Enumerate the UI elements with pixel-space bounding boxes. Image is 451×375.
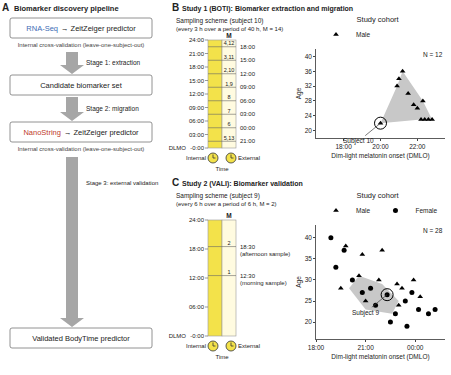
svg-text:2,10: 2,10 (224, 67, 235, 73)
svg-text:Time: Time (215, 354, 229, 360)
svg-text:1: 1 (227, 269, 230, 275)
svg-text:Time: Time (215, 166, 229, 172)
svg-text:Internal: Internal (186, 155, 206, 161)
svg-text:03:00: 03:00 (240, 111, 256, 117)
svg-text:Age: Age (295, 87, 303, 99)
svg-text:20: 20 (305, 127, 313, 134)
svg-text:40: 40 (305, 53, 313, 60)
svg-text:36: 36 (305, 68, 313, 75)
svg-text:6: 6 (227, 121, 230, 127)
svg-text:Biomarker discovery pipeline: Biomarker discovery pipeline (14, 4, 119, 13)
svg-text:C: C (172, 177, 179, 188)
svg-text:B: B (172, 2, 179, 13)
svg-text:-0:00: -0:00 (190, 145, 204, 151)
svg-text:06:00: 06:00 (189, 304, 205, 310)
svg-text:20:00: 20:00 (372, 143, 389, 150)
svg-text:Sampling scheme (subject 9): Sampling scheme (subject 9) (176, 192, 260, 200)
svg-text:External: External (238, 155, 260, 161)
svg-text:-0:00: -0:00 (190, 333, 204, 339)
svg-text:(afternoon sample): (afternoon sample) (240, 251, 290, 257)
svg-text:(every 6 h over a period of 6: (every 6 h over a period of 6 h, M = 2) (176, 201, 277, 207)
svg-text:00:00: 00:00 (240, 125, 256, 131)
svg-text:12:00: 12:00 (240, 71, 256, 77)
svg-text:NanoString→ ZeitZeiger predict: NanoString→ ZeitZeiger predictor (23, 128, 139, 137)
svg-text:18:00: 18:00 (335, 143, 352, 150)
svg-text:03:00: 03:00 (189, 132, 205, 138)
svg-text:18:00: 18:00 (189, 64, 205, 70)
svg-text:12:00: 12:00 (189, 91, 205, 97)
svg-text:18:00: 18:00 (240, 44, 256, 50)
svg-text:Study 2 (VALI): Biomarker vali: Study 2 (VALI): Biomarker validation (182, 180, 303, 188)
svg-text:06:00: 06:00 (189, 118, 205, 124)
svg-text:24:00: 24:00 (189, 37, 205, 43)
svg-text:1,9: 1,9 (225, 81, 233, 87)
svg-text:24:00: 24:00 (189, 217, 205, 223)
svg-text:(morning sample): (morning sample) (240, 280, 287, 286)
svg-text:18:00: 18:00 (189, 246, 205, 252)
svg-text:40: 40 (305, 234, 313, 241)
svg-text:8: 8 (227, 94, 230, 100)
svg-text:Internal cross-validation (lea: Internal cross-validation (leave-one-sub… (18, 146, 145, 152)
svg-text:09:00: 09:00 (240, 84, 256, 90)
svg-text:Dim-light melatonin onset (DML: Dim-light melatonin onset (DMLO) (331, 353, 429, 361)
svg-text:28: 28 (305, 97, 313, 104)
svg-text:25: 25 (305, 297, 313, 304)
svg-text:21:00: 21:00 (357, 344, 374, 351)
svg-text:06:00: 06:00 (240, 98, 256, 104)
svg-text:RNA-Seq→ ZeitZeiger predictor: RNA-Seq→ ZeitZeiger predictor (26, 24, 136, 33)
svg-text:15:00: 15:00 (240, 57, 256, 63)
svg-text:Internal: Internal (186, 343, 206, 349)
svg-text:Subject 10: Subject 10 (343, 137, 374, 145)
svg-text:Sampling scheme (subject 10): Sampling scheme (subject 10) (176, 17, 263, 25)
svg-text:Male: Male (356, 31, 370, 38)
svg-text:18:00: 18:00 (308, 344, 325, 351)
svg-text:N = 28: N = 28 (423, 227, 443, 234)
svg-text:32: 32 (305, 82, 313, 89)
svg-text:21:00: 21:00 (240, 138, 256, 144)
svg-text:12:00: 12:00 (189, 275, 205, 281)
svg-text:N = 12: N = 12 (423, 51, 443, 58)
svg-text:Subject 9: Subject 9 (352, 309, 379, 317)
svg-text:DLMO: DLMO (169, 333, 187, 339)
svg-text:Internal cross-validation (lea: Internal cross-validation (leave-one-sub… (18, 42, 145, 48)
svg-text:20: 20 (305, 318, 313, 325)
svg-text:3,11: 3,11 (224, 54, 234, 60)
svg-text:Candidate biomarker set: Candidate biomarker set (40, 81, 123, 90)
svg-text:21:00: 21:00 (189, 51, 205, 57)
svg-text:09:00: 09:00 (189, 105, 205, 111)
svg-text:24: 24 (305, 112, 313, 119)
svg-text:Male: Male (356, 207, 370, 214)
svg-text:22:00: 22:00 (409, 143, 426, 150)
svg-text:Age: Age (295, 276, 303, 288)
svg-text:12:30: 12:30 (240, 273, 256, 279)
svg-text:4,12: 4,12 (224, 40, 235, 46)
svg-text:Stage 3: external validation: Stage 3: external validation (86, 180, 158, 186)
svg-text:A: A (2, 2, 9, 13)
svg-text:35: 35 (305, 255, 313, 262)
svg-text:Female: Female (415, 207, 437, 214)
svg-text:External: External (238, 343, 260, 349)
svg-text:(every 3 h over a period of 40: (every 3 h over a period of 40 h, M = 14… (176, 26, 284, 32)
svg-text:Study 1 (BOTI): Biomarker extr: Study 1 (BOTI): Biomarker extraction and… (182, 5, 353, 13)
svg-text:Study cohort: Study cohort (357, 191, 400, 200)
svg-text:30: 30 (305, 276, 313, 283)
svg-text:5,13: 5,13 (224, 135, 235, 141)
svg-text:M: M (226, 32, 231, 39)
svg-text:Validated BodyTime predictor: Validated BodyTime predictor (32, 334, 130, 343)
svg-text:M: M (226, 212, 231, 219)
svg-text:Stage 1: extraction: Stage 1: extraction (86, 59, 141, 67)
svg-text:7: 7 (227, 108, 230, 114)
svg-text:2: 2 (227, 240, 230, 246)
svg-text:Stage 2: migration: Stage 2: migration (86, 105, 139, 113)
svg-text:00:00: 00:00 (407, 344, 424, 351)
svg-text:18:30: 18:30 (240, 244, 256, 250)
svg-text:15:00: 15:00 (189, 78, 205, 84)
svg-text:DLMO: DLMO (169, 145, 187, 151)
svg-text:Study cohort: Study cohort (357, 15, 400, 24)
svg-text:Dim-light melatonin onset (DML: Dim-light melatonin onset (DMLO) (331, 152, 429, 160)
